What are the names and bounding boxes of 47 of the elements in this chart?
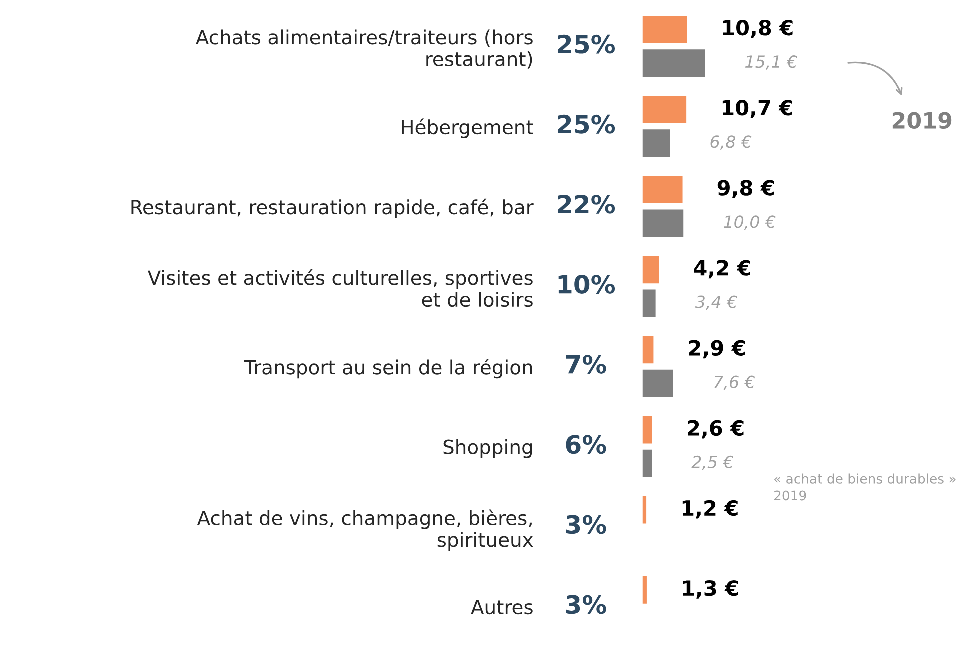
bar — [642, 334, 656, 366]
bar — [642, 48, 706, 78]
bar — [642, 174, 684, 205]
bar — [642, 448, 654, 479]
data-label: 9,8 € — [718, 180, 774, 199]
bar — [642, 288, 658, 319]
y-tick-label: Transport au sein de la région — [244, 358, 532, 379]
data-label: 7,6 € — [714, 376, 756, 390]
bar — [642, 414, 654, 446]
data-label: 4,2 € — [694, 260, 750, 279]
text: 6% — [566, 435, 606, 454]
data-label: 10,7 € — [722, 100, 792, 118]
data-label: 1,2 € — [682, 500, 738, 519]
bar — [642, 368, 675, 399]
y-tick-label: Autres — [471, 600, 533, 615]
bar — [642, 14, 688, 45]
text: 2019 — [774, 490, 806, 501]
bar — [642, 494, 648, 526]
text: 7% — [566, 355, 606, 374]
y-tick-label: Achat de vins, champagne, bières, spiritueux — [197, 510, 534, 552]
text: 3% — [566, 595, 606, 614]
data-label: 2,6 € — [688, 420, 744, 439]
data-label: 2,5 € — [692, 456, 734, 470]
y-tick-label: Shopping — [444, 439, 532, 458]
text: 3% — [566, 515, 606, 534]
text: 10% — [558, 275, 616, 294]
text: 2019 — [892, 112, 952, 130]
y-tick-label: Restaurant, restauration rapide, café, bar — [132, 198, 534, 218]
y-tick-label: Hébergement — [402, 118, 534, 138]
bar — [642, 128, 672, 158]
y-tick-label: Visites et activités culturelles, sportives et de loisirs — [148, 270, 533, 308]
bar — [642, 94, 688, 125]
data-label: 2,9 € — [689, 340, 745, 359]
bar — [642, 254, 661, 285]
text: 25% — [558, 114, 616, 134]
y-tick-label: Achats alimentaires/traiteurs (hors restaurant) — [196, 30, 533, 69]
text: « achat de biens durables » — [774, 474, 956, 484]
data-label: 15,1 € — [746, 56, 798, 70]
data-label: 10,8 € — [723, 20, 793, 38]
bar — [642, 575, 648, 606]
bar — [642, 208, 686, 239]
text: 25% — [558, 34, 616, 54]
data-label: 1,3 € — [683, 580, 738, 599]
data-label: 10,0 € — [724, 216, 776, 230]
data-label: 6,8 € — [710, 136, 752, 150]
data-label: 3,4 € — [695, 296, 738, 310]
text: 22% — [558, 194, 616, 214]
